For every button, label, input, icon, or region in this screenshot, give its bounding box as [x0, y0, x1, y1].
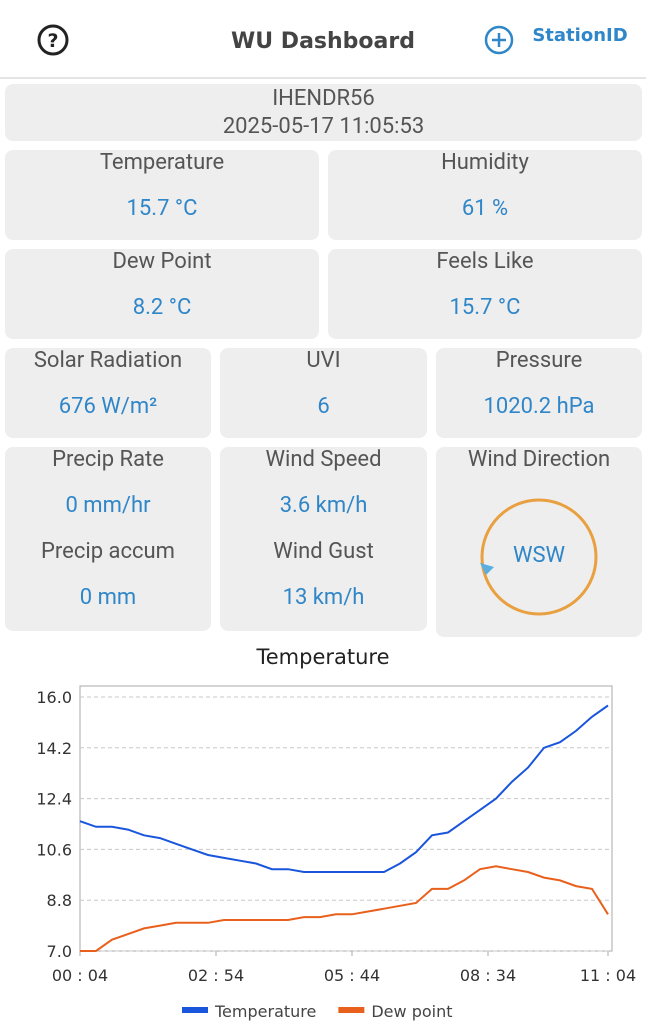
card-value: 6 — [317, 394, 330, 419]
x-tick-label: 00 : 04 — [52, 966, 108, 985]
card: Feels Like 15.7 °C — [328, 249, 642, 339]
y-tick-label: 16.0 — [36, 688, 72, 707]
plot-frame — [79, 685, 613, 952]
chart: Temperature 16.0 14.2 12.4 10.6 8.8 7.0 00 : 0… — [36, 645, 636, 1021]
card-value: 1020.2 hPa — [483, 394, 595, 419]
card-label: Solar Radiation — [33, 348, 183, 373]
card: Temperature 15.7 °C — [5, 150, 319, 240]
legend-swatch — [182, 1007, 208, 1013]
card-value: 8.2 °C — [132, 295, 192, 320]
card-value: 3.6 km/h — [279, 493, 368, 518]
station-id: IHENDR56 — [272, 86, 375, 111]
compass — [480, 498, 598, 616]
y-tick-label: 12.4 — [36, 790, 72, 809]
card-label: UVI — [306, 348, 341, 373]
x-tick-label: 11 : 04 — [580, 966, 636, 985]
card-label: Precip Rate — [52, 447, 164, 472]
card-value: 61 % — [461, 196, 509, 221]
card: Solar Radiation 676 W/m² — [5, 348, 211, 438]
card-value: 0 mm/hr — [65, 493, 151, 518]
svg-text:?: ? — [47, 30, 58, 52]
card-label: Wind Direction — [467, 447, 611, 472]
add-button[interactable] — [484, 25, 514, 55]
line-series — [80, 865, 609, 952]
chart-title: Temperature — [255, 645, 389, 669]
card-label: Temperature — [99, 150, 225, 175]
station-id-button[interactable]: StationID — [532, 25, 627, 46]
card-label: Wind Speed — [265, 447, 382, 472]
card: UVI 6 — [220, 348, 427, 438]
station-card: IHENDR56 2025-05-17 11:05:53 — [5, 84, 642, 141]
card-label: Humidity — [441, 150, 529, 175]
card-label: Wind Gust — [273, 539, 374, 564]
help-button[interactable]: ? — [37, 24, 69, 56]
x-tick-label: 02 : 54 — [188, 966, 244, 985]
y-tick-label: 7.0 — [47, 942, 72, 961]
card: Pressure 1020.2 hPa — [436, 348, 642, 438]
x-tick-label: 08 : 34 — [460, 966, 516, 985]
card: Dew Point 8.2 °C — [5, 249, 319, 339]
x-tick-label: 05 : 44 — [324, 966, 380, 985]
card: Humidity 61 % — [328, 150, 642, 240]
card-label: Pressure — [495, 348, 583, 373]
card-value: 676 W/m² — [58, 394, 158, 419]
card-value: WSW — [512, 543, 566, 568]
card: Wind Speed 3.6 km/h Wind Gust 13 km/h — [220, 447, 427, 631]
card-value: 13 km/h — [282, 585, 365, 610]
legend-label: Dew point — [371, 1002, 452, 1021]
y-tick-label: 10.6 — [36, 840, 72, 859]
app-title: WU Dashboard — [231, 29, 415, 54]
card-value: 15.7 °C — [449, 295, 521, 320]
legend-swatch — [338, 1007, 365, 1013]
y-tick-label: 14.2 — [36, 739, 72, 758]
line-series — [79, 704, 609, 873]
card-label: Dew Point — [112, 249, 212, 274]
card-label: Precip accum — [41, 539, 175, 564]
header: ? WU Dashboard StationID — [0, 24, 646, 79]
station-time: 2025-05-17 11:05:53 — [222, 114, 425, 139]
card-label: Feels Like — [436, 249, 534, 274]
card-value: 15.7 °C — [126, 196, 198, 221]
card: Precip Rate 0 mm/hr Precip accum 0 mm — [5, 447, 211, 631]
card-value: 0 mm — [79, 585, 137, 610]
legend-label: Temperature — [214, 1002, 316, 1021]
y-tick-label: 8.8 — [47, 891, 72, 910]
card: Wind Direction WSW — [436, 447, 642, 637]
